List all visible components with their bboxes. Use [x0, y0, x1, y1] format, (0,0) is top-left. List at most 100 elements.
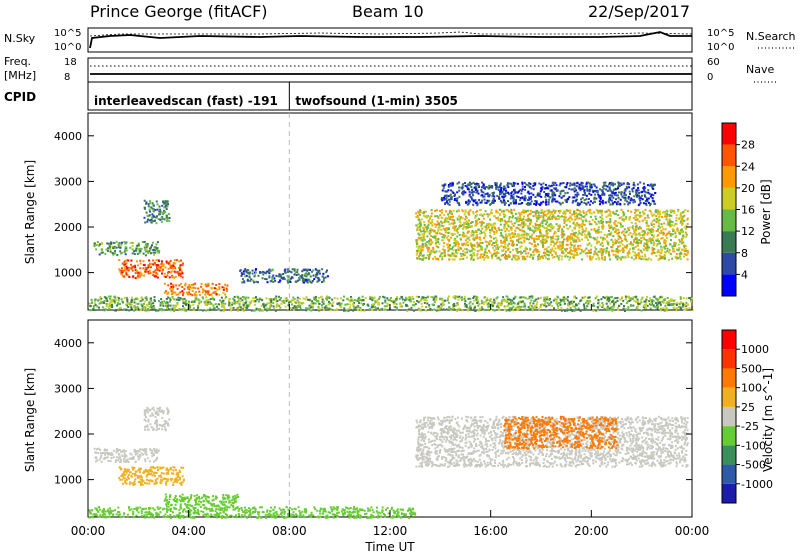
echo-cell [658, 241, 661, 244]
echo-cell [443, 214, 446, 217]
echo-cell [406, 310, 409, 312]
echo-cell [583, 307, 586, 310]
echo-cell [253, 281, 256, 284]
echo-cell [472, 231, 475, 234]
echo-cell [547, 201, 550, 204]
echo-cell [440, 216, 443, 219]
echo-cell [540, 187, 543, 190]
echo-cell [426, 230, 429, 233]
echo-cell [495, 241, 498, 244]
echo-cell [511, 306, 514, 309]
echo-cell [338, 302, 341, 305]
echo-cell [130, 307, 133, 310]
echo-cell [460, 247, 463, 250]
echo-cell [655, 304, 658, 307]
echo-cell [601, 241, 604, 244]
echo-cell [508, 204, 511, 207]
echo-cell [99, 302, 101, 305]
echo-cell [516, 306, 519, 309]
echo-cell [477, 218, 480, 221]
echo-cell [598, 200, 601, 203]
echo-cell [247, 279, 249, 282]
echo-cell [559, 243, 562, 246]
echo-cell [588, 223, 591, 226]
echo-cell [500, 232, 502, 235]
echo-cell [220, 296, 223, 299]
echo-cell [168, 220, 171, 223]
echo-cell [544, 242, 547, 244]
echo-cell [568, 304, 571, 307]
echo-cell [157, 218, 160, 220]
echo-cell [688, 307, 691, 310]
echo-cell [266, 270, 269, 273]
echo-cell [208, 293, 211, 296]
echo-cell [143, 199, 146, 202]
echo-cell [292, 308, 295, 311]
echo-cell [624, 295, 627, 298]
echo-cell [268, 274, 271, 277]
echo-cell [522, 223, 525, 226]
echo-cell [627, 183, 630, 186]
echo-cell [421, 239, 424, 242]
echo-cell [628, 242, 631, 245]
echo-cell [172, 266, 175, 269]
echo-cell [650, 183, 653, 186]
echo-cell [314, 295, 317, 298]
echo-cell [612, 235, 615, 237]
echo-cell [651, 238, 654, 240]
echo-cell [613, 226, 616, 229]
echo-cell [163, 291, 166, 294]
echo-cell [600, 219, 603, 222]
echo-cell [437, 240, 439, 243]
echo-cell [520, 301, 523, 304]
echo-cell [239, 269, 242, 272]
echo-cell [598, 196, 601, 199]
echo-cell [518, 213, 521, 216]
echo-cell [136, 247, 139, 250]
echo-cell [248, 303, 251, 306]
echo-cell [612, 243, 615, 246]
echo-cell [539, 222, 542, 225]
echo-cell [161, 302, 164, 305]
echo-cell [347, 299, 350, 302]
echo-cell [159, 213, 162, 216]
echo-cell [192, 303, 195, 306]
echo-cell [123, 268, 126, 271]
echo-cell [422, 296, 425, 299]
echo-cell [280, 275, 283, 278]
echo-cell [94, 302, 96, 305]
echo-cell [331, 303, 334, 306]
echo-cell [548, 224, 551, 227]
nsky-trace [89, 31, 692, 49]
echo-cell [260, 304, 263, 307]
echo-cell [295, 281, 298, 283]
echo-cell [574, 200, 577, 203]
echo-cell [529, 304, 532, 307]
echo-cell [529, 202, 532, 205]
echo-cell [549, 226, 552, 229]
echo-cell [495, 297, 498, 300]
echo-cell [526, 199, 529, 201]
echo-cell [624, 255, 627, 258]
echo-cell [315, 298, 317, 301]
echo-cell [149, 263, 152, 265]
echo-cell [646, 216, 649, 219]
echo-cell [524, 237, 526, 240]
echo-cell [559, 215, 562, 218]
echo-cell [587, 252, 590, 254]
echo-cell [514, 212, 517, 215]
echo-cell [133, 306, 135, 309]
echo-cell [629, 304, 632, 306]
echo-cell [254, 300, 257, 302]
echo-cell [474, 309, 477, 312]
echo-cell [430, 309, 433, 311]
echo-cell [512, 301, 515, 304]
echo-cell [679, 301, 682, 304]
echo-cell [525, 232, 528, 235]
echo-cell [529, 227, 532, 230]
echo-cell [433, 301, 436, 304]
echo-cell [133, 250, 136, 253]
echo-cell [576, 194, 578, 197]
echo-cell [655, 209, 657, 212]
echo-cell [605, 302, 608, 305]
